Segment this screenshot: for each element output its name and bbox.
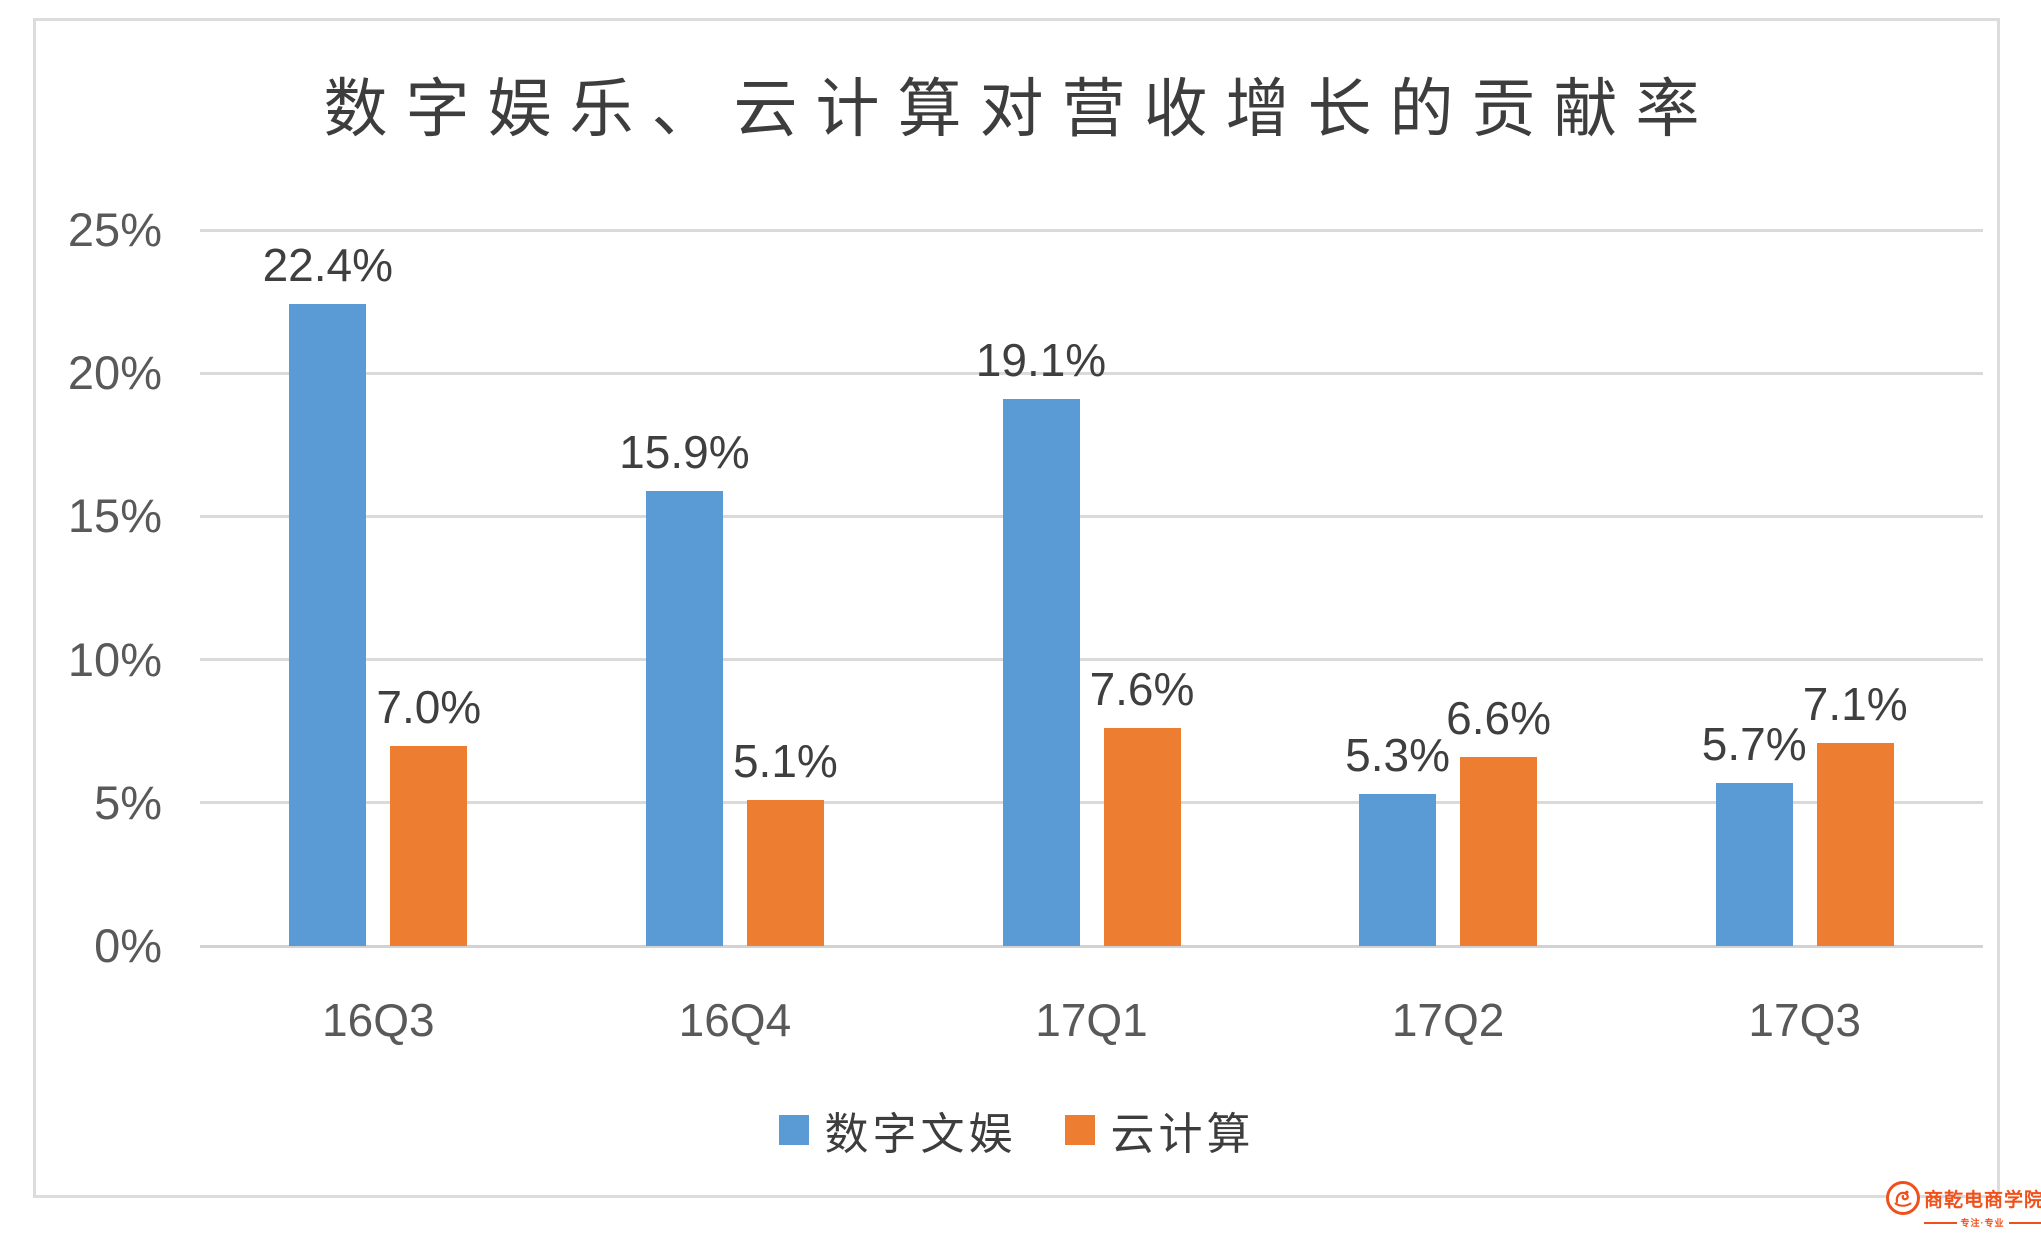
watermark-name: 商乾电商学院 — [1924, 1189, 2041, 1211]
bar-data-label: 22.4% — [262, 239, 394, 292]
bar-series-2 — [1816, 742, 1894, 946]
bar-data-label: 5.3% — [1345, 729, 1451, 782]
bar-data-label: 5.7% — [1701, 717, 1807, 770]
legend-item: 云计算 — [1064, 1098, 1255, 1162]
legend: 数字文娱 云计算 — [33, 1098, 2000, 1162]
bar-series-2 — [746, 799, 824, 946]
x-axis-line — [200, 944, 1983, 948]
legend-label: 数字文娱 — [824, 1110, 1017, 1159]
x-axis-category-label: 16Q3 — [322, 994, 435, 1046]
gridline — [200, 658, 1983, 662]
y-axis-tick-label: 10% — [67, 632, 162, 686]
legend-item: 数字文娱 — [778, 1098, 1017, 1162]
x-axis-category-label: 17Q2 — [1391, 994, 1505, 1046]
bar-series-2 — [1460, 756, 1538, 946]
watermark-tagline: 专注·专业 — [1960, 1218, 2005, 1228]
x-axis-category-label: 16Q4 — [678, 994, 792, 1046]
bar-series-1 — [645, 490, 723, 946]
watermark-logo: 商乾电商学院 专注·专业 — [1886, 1181, 2041, 1233]
bar-data-label: 19.1% — [975, 333, 1107, 386]
bar-data-label: 6.6% — [1446, 691, 1552, 744]
y-axis-tick-label: 15% — [67, 489, 162, 543]
bar-data-label: 7.1% — [1802, 677, 1908, 730]
gridline — [200, 228, 1983, 232]
x-axis-category-label: 17Q3 — [1748, 994, 1861, 1046]
y-axis-tick-label: 5% — [94, 775, 162, 829]
legend-swatch — [778, 1115, 809, 1145]
y-axis-tick-label: 25% — [67, 203, 162, 256]
bar-data-label: 7.6% — [1089, 663, 1195, 716]
bar-series-2 — [390, 745, 468, 946]
gridline — [200, 514, 1983, 518]
bar-series-1 — [1359, 794, 1437, 946]
bar-series-2 — [1103, 728, 1181, 946]
chart-title: 数字娱乐、云计算对营收增长的贡献率 — [323, 74, 1718, 145]
legend-swatch — [1064, 1115, 1095, 1145]
watermark-top-row: 商乾电商学院 — [1886, 1181, 2041, 1215]
bar-series-1 — [289, 304, 367, 946]
bar-data-label: 15.9% — [619, 425, 750, 478]
watermark-divider-line — [1924, 1221, 1957, 1224]
gridline — [200, 801, 1983, 805]
bar-series-1 — [1715, 782, 1793, 946]
watermark-tagline-row: 专注·专业 — [1924, 1216, 2041, 1229]
bar-data-label: 5.1% — [732, 734, 838, 787]
bar-series-1 — [1002, 398, 1080, 946]
gridline — [200, 371, 1983, 375]
x-axis-category-label: 17Q1 — [1035, 994, 1148, 1046]
watermark-divider-line — [2008, 1221, 2041, 1224]
legend-label: 云计算 — [1110, 1110, 1255, 1159]
watermark-animal-icon — [1886, 1181, 1920, 1215]
y-axis-tick-label: 20% — [67, 346, 162, 400]
bar-data-label: 7.0% — [376, 680, 482, 733]
y-axis-tick-label: 0% — [94, 919, 162, 972]
